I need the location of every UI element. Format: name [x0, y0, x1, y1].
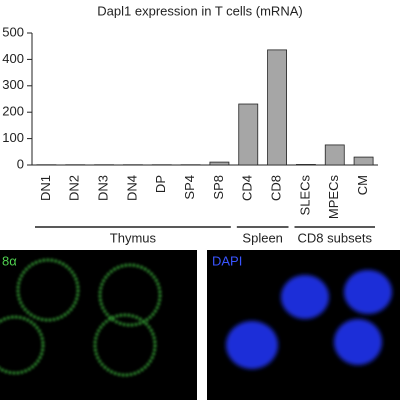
chart-title: Dapl1 expression in T cells (mRNA)	[97, 3, 302, 18]
x-tick-label: SP4	[182, 175, 197, 200]
x-tick-label: DN2	[67, 175, 82, 201]
x-tick-label: CD8	[269, 175, 284, 201]
panel-label: 8α	[2, 253, 17, 268]
left-panel: 8α	[0, 250, 197, 400]
bar	[325, 145, 344, 165]
y-tick-label: 100	[2, 130, 24, 145]
x-tick-label: CM	[355, 175, 370, 195]
x-tick-label: SLECs	[297, 175, 312, 216]
x-tick-label: DN4	[124, 175, 139, 201]
x-tick-label: CD4	[240, 175, 255, 201]
panel-label: DAPI	[212, 253, 242, 268]
x-tick-label: MPECs	[326, 175, 341, 220]
y-tick-label: 400	[2, 51, 24, 66]
bar	[354, 157, 373, 165]
x-tick-label: SP8	[211, 175, 226, 200]
y-tick-label: 200	[2, 104, 24, 119]
group-label: CD8 subsets	[298, 230, 373, 245]
right-panel: DAPI	[207, 250, 400, 400]
panel-bg	[0, 250, 197, 400]
bar	[268, 50, 287, 165]
group-label: Spleen	[242, 230, 282, 245]
y-tick-label: 0	[17, 156, 24, 171]
bar	[239, 104, 258, 165]
x-tick-label: DN3	[96, 175, 111, 201]
group-label: Thymus	[110, 230, 157, 245]
x-tick-label: DN1	[38, 175, 53, 201]
bar	[210, 162, 229, 165]
x-tick-label: DP	[153, 175, 168, 193]
bar	[296, 164, 315, 165]
y-tick-label: 300	[2, 77, 24, 92]
y-tick-label: 500	[2, 24, 24, 39]
